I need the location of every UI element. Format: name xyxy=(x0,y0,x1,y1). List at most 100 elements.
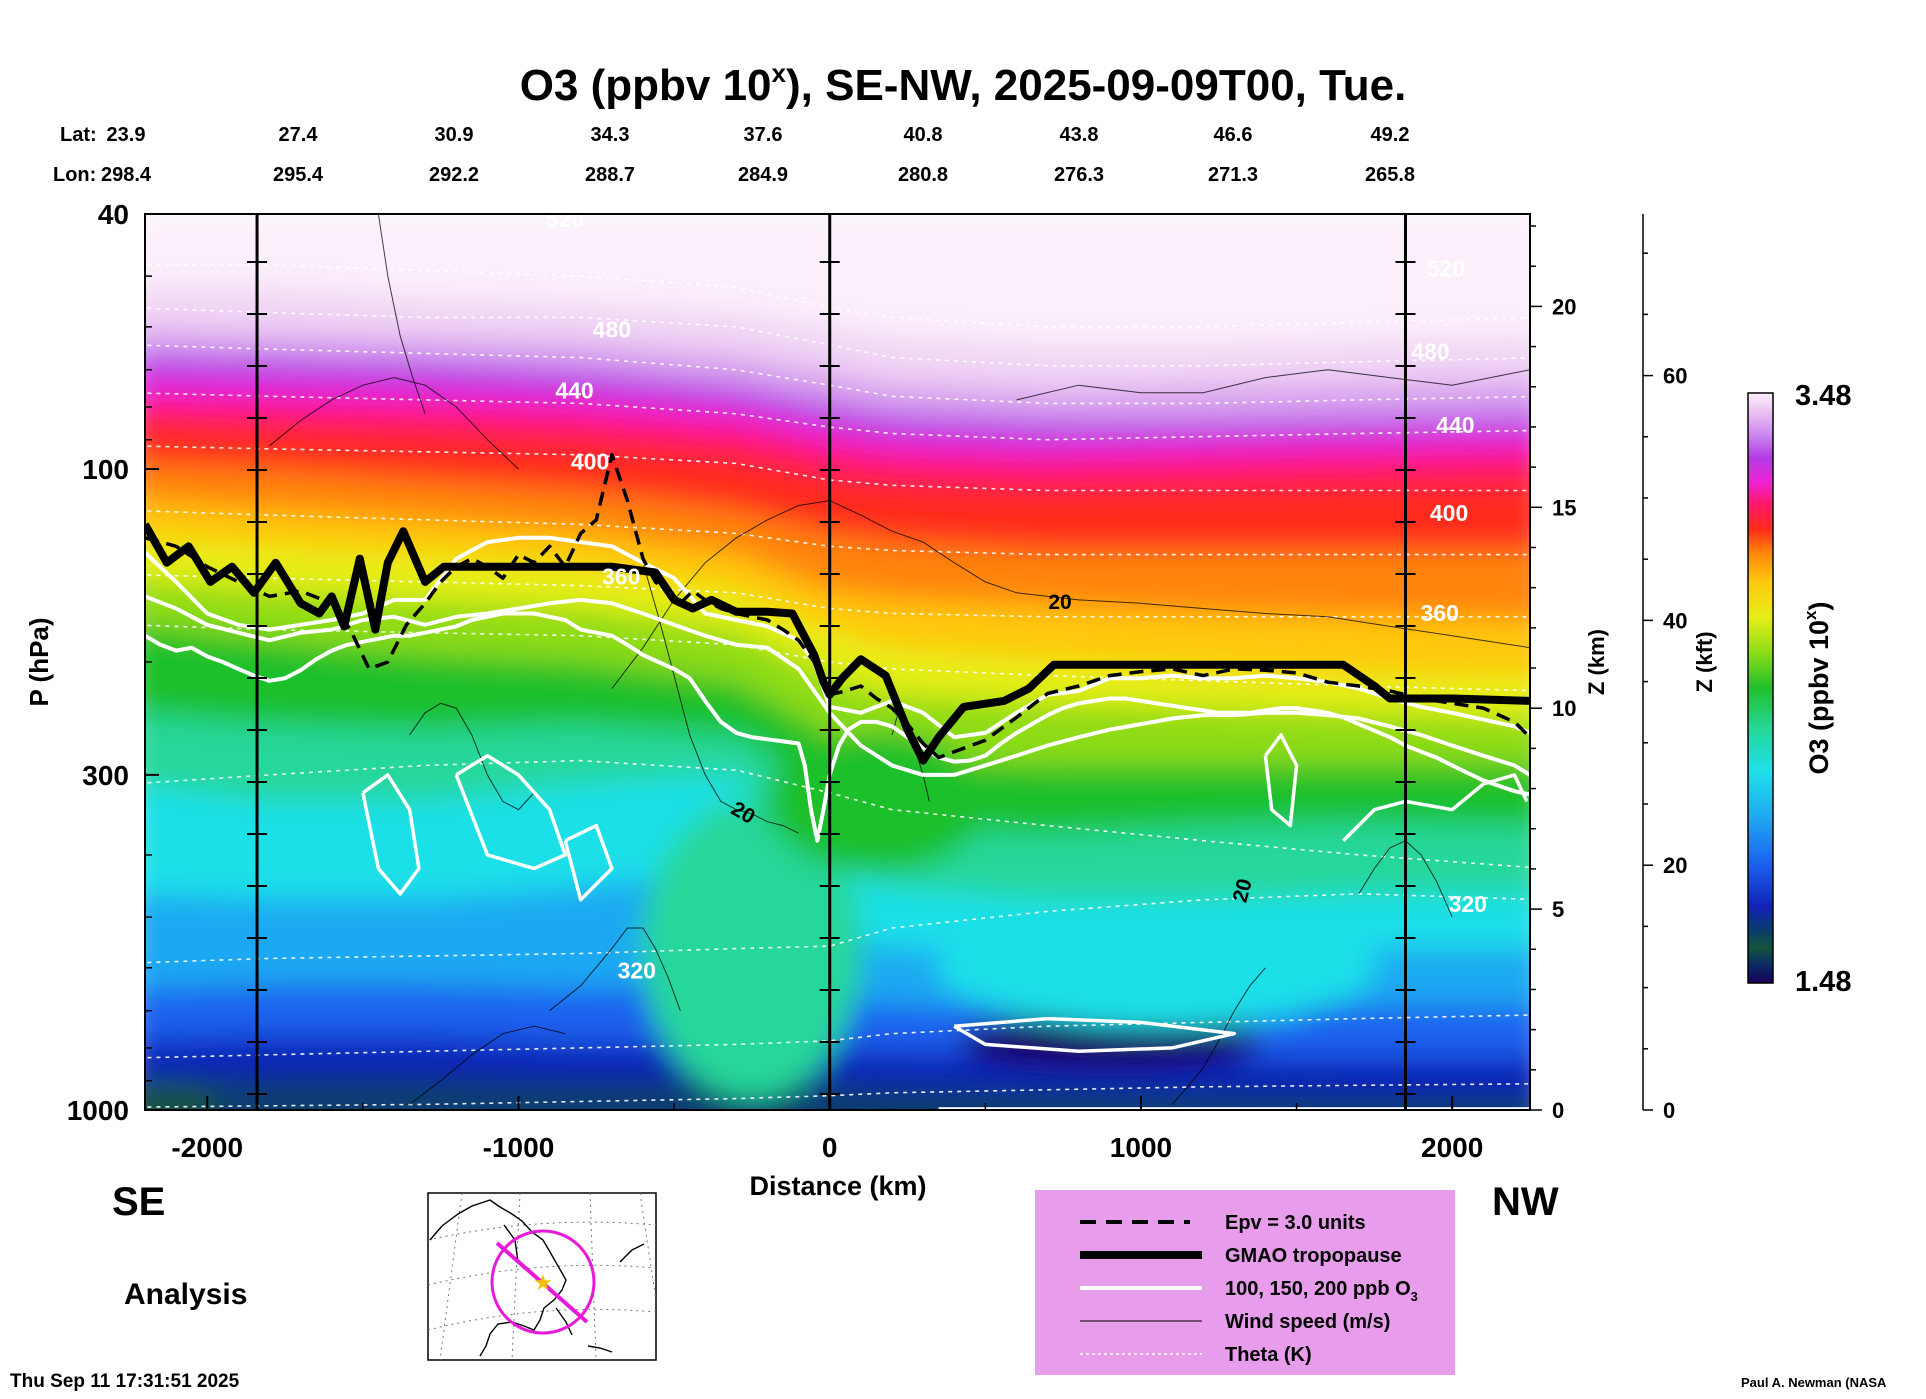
plot-axes: -2000 -1000 0 1000 2000 40 100 300 1000 0 5 10 15 20 0… xyxy=(67,199,1688,1163)
lon-value-6: 276.3 xyxy=(1053,164,1105,186)
z-km-axis-title: Z (km) xyxy=(1584,629,1609,695)
colorbar-min-label: 1.48 xyxy=(1795,966,1851,998)
lat-value-0: 23.9 xyxy=(106,124,146,146)
y-tick-label-1: 100 xyxy=(82,454,129,485)
lat-row-label: Lat: xyxy=(60,124,97,146)
map-graticule xyxy=(427,1192,657,1361)
wind-contour-4 xyxy=(642,562,799,834)
legend-wind-label: Wind speed (m/s) xyxy=(1225,1311,1390,1333)
theta-contour-9 xyxy=(145,892,1530,964)
theta-label-6: 520 xyxy=(1427,256,1465,282)
y-tick-label-2: 300 xyxy=(82,760,129,791)
surface-white-patch xyxy=(938,1107,1530,1110)
x-tick-label-3: 1000 xyxy=(1110,1132,1172,1163)
z-kft-tick-label-1: 20 xyxy=(1663,853,1687,878)
legend-tropopause-label: GMAO tropopause xyxy=(1225,1245,1402,1267)
wind-label-0: 20 xyxy=(1048,591,1071,614)
map-track-line xyxy=(495,1241,589,1324)
inset-map: ★ xyxy=(427,1192,657,1361)
wind-contour-5 xyxy=(1016,369,1530,401)
theta-contour-11 xyxy=(145,1083,1530,1108)
z-kft-tick-label-2: 40 xyxy=(1663,608,1687,633)
lon-value-4: 284.9 xyxy=(737,164,789,186)
colorbar-gradient xyxy=(1747,392,1774,984)
x-tick-label-0: -2000 xyxy=(171,1132,243,1163)
x-tick-label-4: 2000 xyxy=(1421,1132,1483,1163)
theta-label-1: 480 xyxy=(593,317,631,343)
nw-label: NW xyxy=(1492,1180,1559,1224)
theta-label-4: 360 xyxy=(602,563,640,589)
theta-label-3: 400 xyxy=(571,449,609,475)
o3-contour-loop-1 xyxy=(454,753,567,871)
o3-contour-loop-0 xyxy=(361,773,421,896)
lon-value-8: 265.8 xyxy=(1364,164,1416,186)
lat-value-1: 27.4 xyxy=(278,124,318,146)
legend-epv-label: Epv = 3.0 units xyxy=(1225,1212,1366,1234)
o3-200ppb-contour-0 xyxy=(145,611,1530,843)
colorbar-title: O3 (ppbv 10x) xyxy=(1801,601,1834,774)
theta-contour-6 xyxy=(145,574,1530,618)
heatmap-top-pad xyxy=(125,174,1550,194)
map-track-circle xyxy=(490,1229,596,1335)
lat-value-4: 37.6 xyxy=(743,124,783,146)
wind-contour-9 xyxy=(1171,967,1266,1105)
lat-value-8: 49.2 xyxy=(1370,124,1410,146)
theta-contour-5 xyxy=(145,510,1530,556)
lon-value-5: 280.8 xyxy=(897,164,949,186)
z-kft-tick-label-3: 60 xyxy=(1663,364,1687,389)
wind-contour-6 xyxy=(409,702,535,811)
o3-contour-loop-4 xyxy=(1263,733,1299,828)
lat-value-2: 30.9 xyxy=(434,124,474,146)
cyan-tongue-right xyxy=(936,907,1377,1028)
credit: Paul A. Newman (NASA xyxy=(1741,1375,1887,1390)
lon-row-label: Lon: xyxy=(53,164,97,186)
wind-contour-2 xyxy=(611,500,1079,689)
theta-label-10: 360 xyxy=(1421,600,1459,626)
theta-label-5: 320 xyxy=(618,957,656,983)
theta-label-11: 320 xyxy=(1449,891,1487,917)
x-tick-label-1: -1000 xyxy=(483,1132,555,1163)
wind-contour-1 xyxy=(269,377,519,470)
map-center-star-icon: ★ xyxy=(533,1270,553,1295)
o3-contour-loop-5 xyxy=(1342,773,1529,842)
theta-label-7: 480 xyxy=(1411,338,1449,364)
tropopause-line xyxy=(145,522,1530,765)
wind-contour-0 xyxy=(377,214,426,414)
se-label: SE xyxy=(112,1180,165,1224)
legend-box xyxy=(1035,1190,1455,1375)
lat-value-5: 40.8 xyxy=(903,124,943,146)
lon-value-2: 292.2 xyxy=(428,164,480,186)
y-tick-label-3: 1000 xyxy=(67,1095,129,1126)
contour-labels: 5204804404003603205204804404003603202020… xyxy=(546,206,1487,984)
o3-contour-loop-3 xyxy=(953,1016,1237,1054)
lon-value-1: 295.4 xyxy=(272,164,324,186)
colorbar-max-label: 3.48 xyxy=(1795,380,1851,412)
wind-contour-7 xyxy=(549,927,681,1012)
z-km-tick-label-3: 15 xyxy=(1552,495,1576,520)
z-kft-tick-label-0: 0 xyxy=(1663,1098,1675,1123)
analysis-label: Analysis xyxy=(124,1278,247,1311)
colorbar: 3.48 1.48 O3 (ppbv 10x) xyxy=(1747,380,1851,998)
theta-label-8: 440 xyxy=(1436,412,1474,438)
legend-theta-label: Theta (K) xyxy=(1225,1344,1312,1366)
timestamp: Thu Sep 11 17:31:51 2025 xyxy=(10,1371,240,1392)
lon-value-3: 288.7 xyxy=(584,164,636,186)
lat-value-3: 34.3 xyxy=(590,124,630,146)
lat-value-6: 43.8 xyxy=(1059,124,1099,146)
lon-value-0: 298.4 xyxy=(100,164,152,186)
x-tick-label-2: 0 xyxy=(822,1132,838,1163)
wind-contour-3 xyxy=(1078,599,1530,649)
z-km-tick-label-4: 20 xyxy=(1552,294,1576,319)
surface-dark-green xyxy=(145,1079,221,1110)
theta-label-2: 440 xyxy=(555,378,593,404)
lat-value-7: 46.6 xyxy=(1213,124,1253,146)
lon-value-7: 271.3 xyxy=(1207,164,1259,186)
legend-o3-label: 100, 150, 200 ppb O3 xyxy=(1225,1278,1418,1304)
wind-contour-8 xyxy=(409,1025,566,1105)
green-tongue-center xyxy=(766,731,987,872)
z-km-tick-label-2: 10 xyxy=(1552,696,1576,721)
theta-contour-3 xyxy=(145,392,1530,441)
theta-label-0: 520 xyxy=(546,206,584,232)
theta-label-9: 400 xyxy=(1430,500,1468,526)
